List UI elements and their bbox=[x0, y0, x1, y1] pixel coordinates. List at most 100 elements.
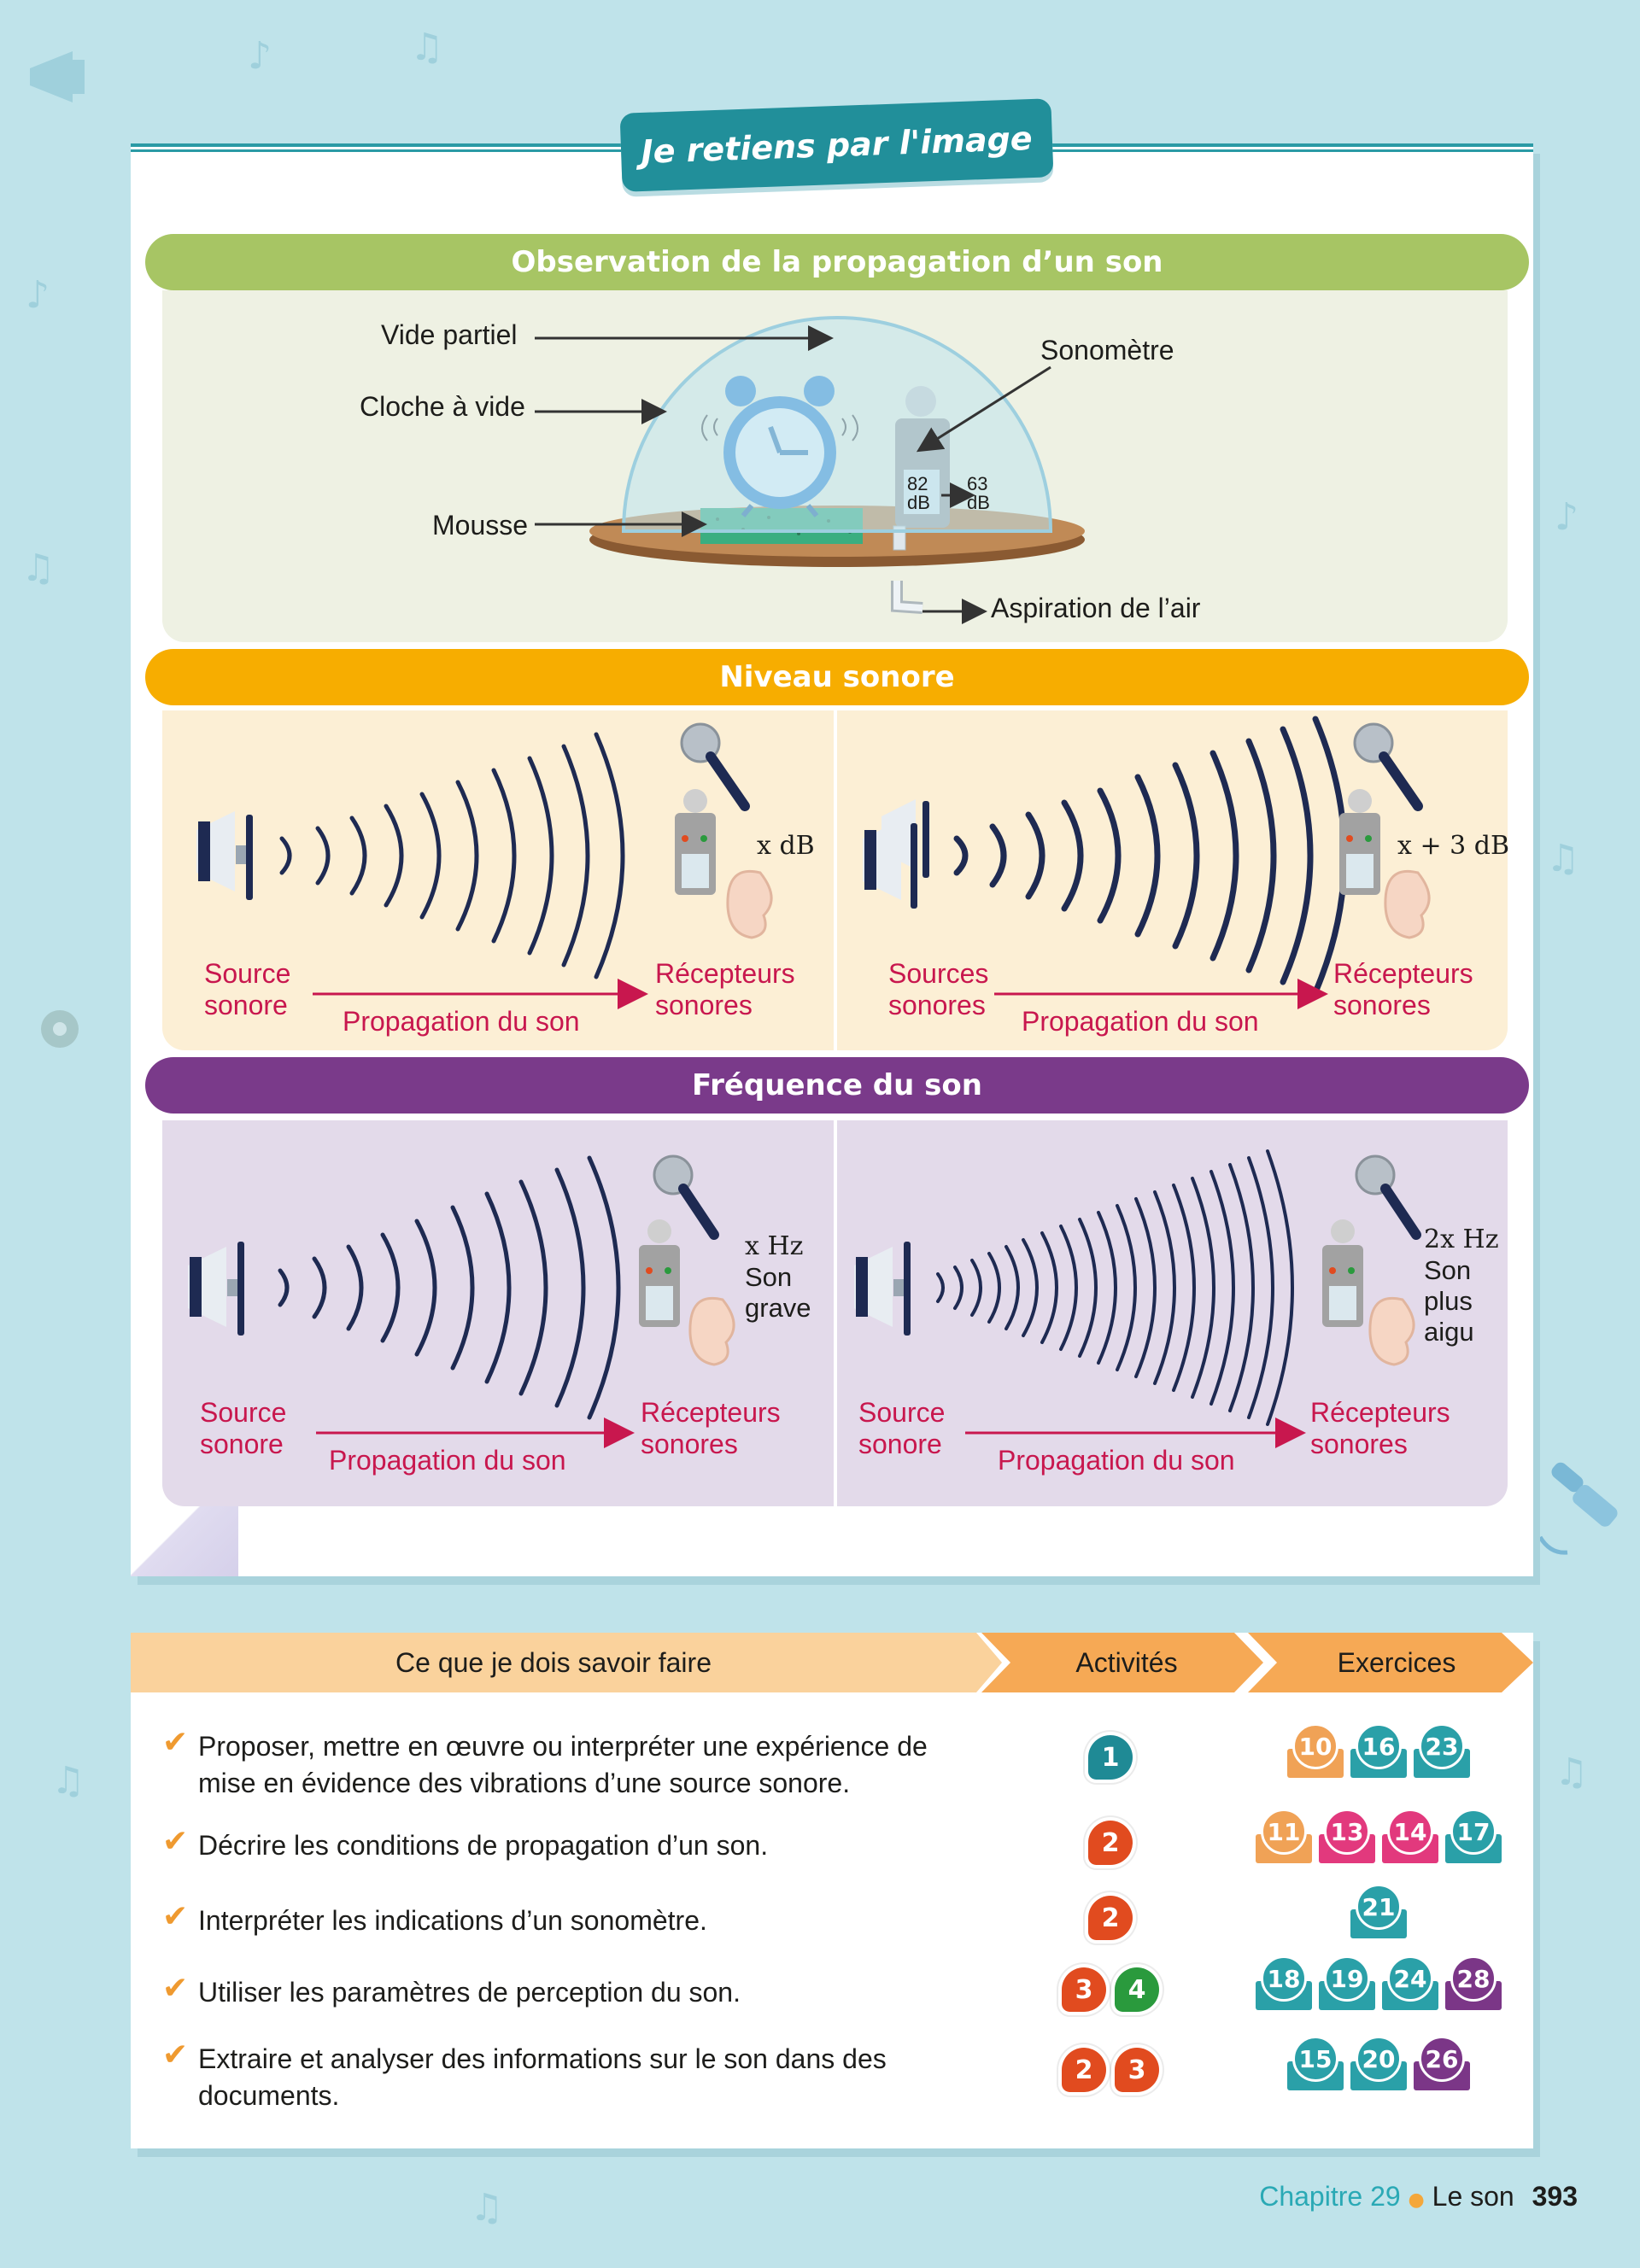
exercise-number: 26 bbox=[1419, 2036, 1465, 2082]
freq-right-desc-3: aigu bbox=[1424, 1317, 1474, 1347]
exercise-badge[interactable]: 18 bbox=[1256, 1955, 1312, 2010]
freq-recv-right-l1: Récepteurs bbox=[1310, 1397, 1450, 1428]
exercise-badge[interactable]: 23 bbox=[1414, 1723, 1470, 1778]
freq-source-left-l1: Source bbox=[200, 1397, 287, 1428]
freq-right: 2x Hz bbox=[1424, 1225, 1499, 1254]
level-left: x dB bbox=[757, 831, 815, 861]
exercise-number: 13 bbox=[1324, 1809, 1370, 1855]
skill-text-line2: mise en évidence des vibrations d’une so… bbox=[198, 1768, 851, 1798]
footer-topic: Le son bbox=[1432, 2181, 1514, 2212]
footer-bullet: ● bbox=[1408, 2189, 1425, 2211]
recv-left-l1: Récepteurs bbox=[655, 958, 795, 989]
activity-badge[interactable]: 2 bbox=[1088, 1896, 1133, 1940]
exercise-badge[interactable]: 10 bbox=[1287, 1723, 1344, 1778]
skill-text-line1: Décrire les conditions de propagation d’… bbox=[198, 1830, 769, 1861]
skill-text-line1: Proposer, mettre en œuvre ou interpréter… bbox=[198, 1731, 928, 1762]
exercise-badge[interactable]: 24 bbox=[1382, 1955, 1438, 2010]
col-header-activites: Activités bbox=[1075, 1646, 1178, 1678]
skills-header-bar bbox=[131, 1633, 1533, 1692]
exercise-badge[interactable]: 13 bbox=[1319, 1809, 1375, 1863]
skill-text-line1: Interpréter les indications d’un sonomèt… bbox=[198, 1905, 707, 1936]
source-right-l1: Sources bbox=[888, 958, 989, 989]
exercise-badge[interactable]: 28 bbox=[1445, 1955, 1502, 2010]
page-number: 393 bbox=[1532, 2181, 1578, 2212]
section-heading-frequence: Fréquence du son bbox=[145, 1057, 1529, 1114]
level-right: x + 3 dB bbox=[1397, 831, 1510, 861]
exercise-badge[interactable]: 26 bbox=[1414, 2036, 1470, 2090]
music-note-icon: ♫ bbox=[1555, 1751, 1589, 1794]
recv-right-l1: Récepteurs bbox=[1333, 958, 1473, 989]
exercise-number: 21 bbox=[1356, 1884, 1402, 1930]
col-header-exercices: Exercices bbox=[1337, 1646, 1456, 1678]
freq-propagation-left: Propagation du son bbox=[329, 1445, 566, 1476]
label-mousse: Mousse bbox=[432, 510, 529, 541]
freq-propagation-right: Propagation du son bbox=[998, 1445, 1235, 1476]
freq-recv-right-l2: sonores bbox=[1310, 1429, 1408, 1459]
footer-chapter: Chapitre 29 bbox=[1259, 2181, 1401, 2212]
activity-badge[interactable]: 3 bbox=[1115, 2048, 1159, 2092]
music-note-icon: ♪ bbox=[1555, 495, 1579, 539]
source-left-l2: sonore bbox=[204, 990, 288, 1020]
music-note-icon: ♫ bbox=[410, 26, 444, 69]
vacuum-bell-illustration bbox=[535, 316, 1085, 624]
freq-right-desc-2: plus bbox=[1424, 1286, 1473, 1316]
gear-icon bbox=[41, 1010, 79, 1048]
freq-right-desc-1: Son bbox=[1424, 1255, 1472, 1285]
col-header-skill: Ce que je dois savoir faire bbox=[395, 1646, 712, 1678]
skill-text-line1: Utiliser les paramètres de perception du… bbox=[198, 1977, 741, 2008]
music-note-icon: ♪ bbox=[248, 34, 272, 78]
freq-recv-left-l1: Récepteurs bbox=[641, 1397, 781, 1428]
activity-badge[interactable]: 2 bbox=[1088, 1821, 1133, 1865]
exercise-number: 11 bbox=[1261, 1809, 1307, 1855]
freq-source-left-l2: sonore bbox=[200, 1429, 284, 1459]
activity-badge[interactable]: 1 bbox=[1088, 1735, 1133, 1780]
niveau-left-illustration bbox=[196, 722, 773, 1009]
reading-2-value: 63 bbox=[967, 473, 988, 494]
freq-left: x Hz bbox=[745, 1231, 804, 1261]
exercise-badge[interactable]: 20 bbox=[1350, 2036, 1407, 2090]
activity-badge[interactable]: 3 bbox=[1062, 1967, 1106, 2012]
megaphone-icon bbox=[30, 51, 85, 102]
music-note-icon: ♫ bbox=[470, 2186, 504, 2230]
freq-source-right-l2: sonore bbox=[858, 1429, 942, 1459]
skill-text-line1: Extraire et analyser des informations su… bbox=[198, 2043, 887, 2074]
label-vide-partiel: Vide partiel bbox=[381, 319, 518, 350]
activity-badge[interactable]: 4 bbox=[1115, 1967, 1159, 2012]
exercise-number: 15 bbox=[1292, 2036, 1338, 2082]
source-right-l2: sonores bbox=[888, 990, 986, 1020]
exercise-number: 10 bbox=[1292, 1723, 1338, 1769]
exercise-badge[interactable]: 11 bbox=[1256, 1809, 1312, 1863]
skill-text-line2: documents. bbox=[198, 2080, 340, 2111]
page-footer: Chapitre 29 ● Le son 393 bbox=[1259, 2181, 1578, 2212]
exercise-number: 14 bbox=[1387, 1809, 1433, 1855]
exercise-badge[interactable]: 16 bbox=[1350, 1723, 1407, 1778]
section-heading-propagation: Observation de la propagation d’un son bbox=[145, 234, 1529, 290]
recv-left-l2: sonores bbox=[655, 990, 753, 1020]
satellite-icon bbox=[1538, 1462, 1618, 1555]
niveau-right-illustration bbox=[863, 716, 1431, 1009]
activity-badge[interactable]: 2 bbox=[1062, 2048, 1106, 2092]
music-note-icon: ♫ bbox=[21, 547, 56, 590]
title-tab: Je retiens par l'image bbox=[619, 98, 1054, 192]
label-aspiration: Aspiration de l’air bbox=[991, 593, 1201, 623]
exercise-number: 23 bbox=[1419, 1723, 1465, 1769]
frequence-left-illustration bbox=[188, 1154, 735, 1448]
exercise-badge[interactable]: 14 bbox=[1382, 1809, 1438, 1863]
reading-1-value: 82 bbox=[907, 473, 928, 494]
freq-left-desc-1: Son bbox=[745, 1262, 793, 1292]
exercise-number: 24 bbox=[1387, 1955, 1433, 2002]
exercise-badge[interactable]: 19 bbox=[1319, 1955, 1375, 2010]
exercise-number: 18 bbox=[1261, 1955, 1307, 2002]
freq-source-right-l1: Source bbox=[858, 1397, 946, 1428]
label-cloche: Cloche à vide bbox=[360, 391, 525, 422]
exercise-number: 20 bbox=[1356, 2036, 1402, 2082]
exercise-badge[interactable]: 21 bbox=[1350, 1884, 1407, 1938]
check-icon: ✔ bbox=[162, 1971, 189, 2006]
exercise-badge[interactable]: 15 bbox=[1287, 2036, 1344, 2090]
exercise-number: 19 bbox=[1324, 1955, 1370, 2002]
exercise-number: 28 bbox=[1450, 1955, 1496, 2002]
reading-2-unit: dB bbox=[967, 492, 990, 513]
title-text: Je retiens par l'image bbox=[640, 120, 1034, 171]
check-icon: ✔ bbox=[162, 1725, 189, 1760]
exercise-badge[interactable]: 17 bbox=[1445, 1809, 1502, 1863]
